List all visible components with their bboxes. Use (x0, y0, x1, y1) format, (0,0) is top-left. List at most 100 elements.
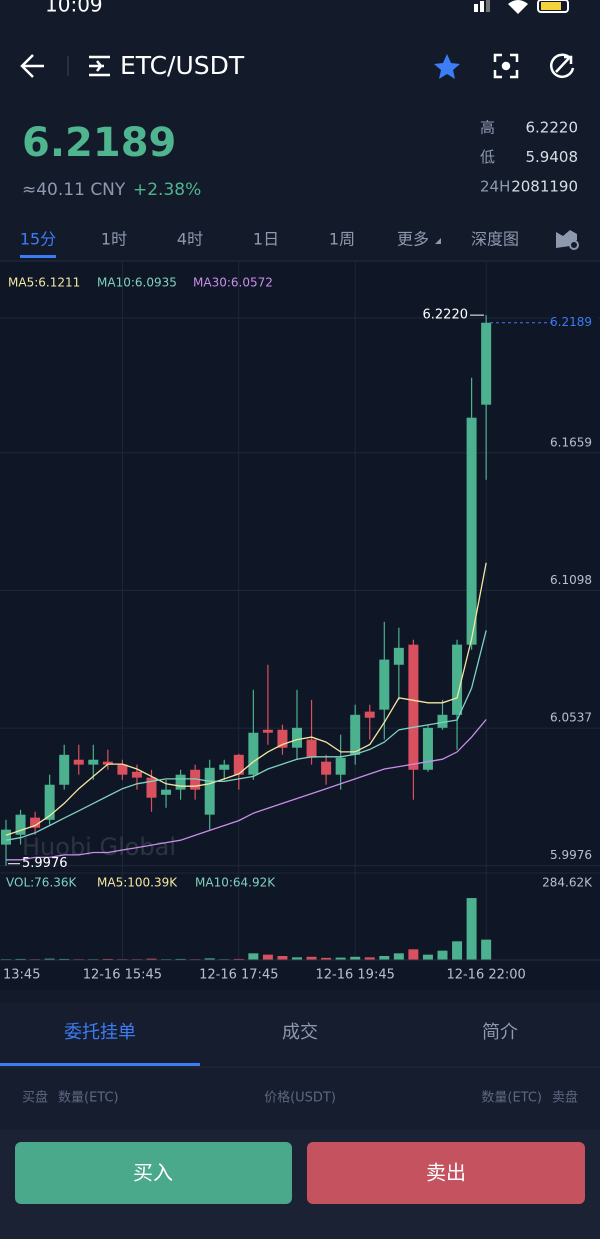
candle-body (379, 659, 390, 710)
volume-bar (59, 958, 70, 960)
orderbook-header: 数量(ETC) (58, 1091, 119, 1106)
sell-button[interactable] (307, 1142, 585, 1204)
volume-label: MA10:64.92K (195, 876, 276, 890)
y-tick-label: 5.9976 (550, 848, 592, 862)
change: +2.38% (133, 180, 201, 200)
candle-body (102, 761, 113, 765)
orderbook-header: 卖盘 (552, 1090, 578, 1106)
low-label: 5.9976 (22, 856, 68, 871)
candle-body (131, 771, 142, 778)
candle-body (219, 764, 230, 770)
chart-settings-icon[interactable] (556, 230, 579, 250)
volume-bar (452, 941, 463, 960)
tab-underline (0, 1063, 200, 1066)
x-tick-label: 12-16 19:45 (316, 968, 395, 983)
stat-value: 6.2220 (526, 119, 579, 137)
volume-bar (393, 953, 404, 960)
candle-body (321, 761, 332, 775)
candle-body (437, 714, 448, 728)
orderbook-header: 数量(ETC) (481, 1091, 542, 1106)
buy-button[interactable] (15, 1142, 292, 1204)
interval-tab[interactable]: 1时 (101, 230, 127, 249)
menu-icon[interactable] (89, 55, 110, 77)
interval-tab[interactable]: 更多 (397, 230, 429, 249)
candle-body (44, 784, 55, 820)
interval-tab[interactable]: 1日 (253, 230, 279, 249)
candle-body (117, 764, 128, 775)
y-tick-label: 6.0537 (550, 711, 592, 725)
volume-bar (408, 949, 419, 960)
interval-tab[interactable]: 深度图 (471, 230, 519, 249)
volume-bar (437, 950, 448, 960)
candle-body (466, 417, 477, 645)
back-button[interactable] (20, 54, 44, 78)
x-tick-label: 13:45 (3, 968, 40, 983)
pair-title: ETC/USDT (120, 51, 245, 80)
tab[interactable]: 成交 (282, 1022, 318, 1043)
volume-label: VOL:76.36K (6, 876, 78, 890)
tab[interactable]: 委托挂单 (64, 1022, 136, 1043)
tab[interactable]: 简介 (482, 1022, 518, 1043)
last-price: 6.2189 (22, 120, 176, 166)
legend-label: MA10:6.0935 (97, 276, 177, 290)
candle-body (161, 789, 172, 795)
buy-label: 买入 (133, 1161, 173, 1185)
candle-body (262, 729, 273, 733)
interval-underline (20, 255, 56, 258)
interval-tab[interactable]: 4时 (177, 230, 203, 249)
candle-body (452, 644, 463, 715)
x-tick-label: 12-16 22:00 (446, 968, 525, 983)
chart-background (0, 262, 600, 990)
candle-body (59, 754, 70, 785)
candle-body (277, 729, 288, 748)
spacer (0, 990, 600, 1003)
refresh-icon[interactable] (549, 53, 575, 78)
volume-tick-label: 284.62K (542, 876, 593, 890)
stat-label: 高 (480, 119, 495, 137)
candle-body (306, 739, 317, 758)
legend-label: MA30:6.0572 (193, 276, 273, 290)
candle-body (146, 777, 157, 798)
volume-bar (277, 955, 288, 960)
volume-bar (364, 957, 375, 960)
stat-value: 5.9408 (526, 148, 579, 166)
high-label: 6.2220 (423, 308, 469, 323)
orderbook-header: 买盘 (22, 1090, 48, 1106)
volume-bar (146, 958, 157, 960)
volume-bar (481, 939, 492, 960)
ma-line (5, 630, 487, 841)
candle-body (15, 814, 26, 835)
scan-icon[interactable] (493, 53, 519, 79)
legend-label: MA5:6.1211 (8, 276, 80, 290)
volume-bar (248, 953, 259, 960)
stat-label: 低 (480, 148, 495, 166)
volume-bar (350, 956, 361, 960)
candle-body (248, 732, 259, 775)
y-tick-label: 6.1659 (550, 435, 592, 449)
ma-line (6, 719, 487, 861)
status-time: 10:09 (45, 0, 103, 17)
cny-price: ≈40.11 CNY (22, 180, 126, 200)
status-icons (474, 0, 569, 14)
candle-body (1, 829, 11, 845)
x-tick-label: 12-16 17:45 (199, 968, 278, 983)
last-price-box (552, 314, 598, 331)
x-tick-label: 12-16 15:45 (83, 968, 162, 983)
candle-body (175, 774, 186, 790)
candle-body (204, 767, 215, 815)
candle-body (73, 759, 84, 765)
favorite-icon[interactable] (434, 54, 460, 79)
volume-bar (466, 898, 477, 960)
volume-bar (262, 954, 273, 960)
volume-bar (15, 958, 26, 960)
last-price-label: 6.2189 (550, 315, 592, 329)
interval-tab[interactable]: 1周 (329, 230, 355, 249)
stat-value: 2081190 (511, 178, 578, 196)
candle-body (408, 644, 419, 770)
volume-bar (379, 955, 390, 960)
volume-bar (102, 958, 113, 960)
interval-tab[interactable]: 15分 (20, 230, 56, 249)
volume-bar (335, 957, 346, 960)
watermark: Huobi Global (22, 833, 176, 861)
ma-line (5, 562, 487, 836)
